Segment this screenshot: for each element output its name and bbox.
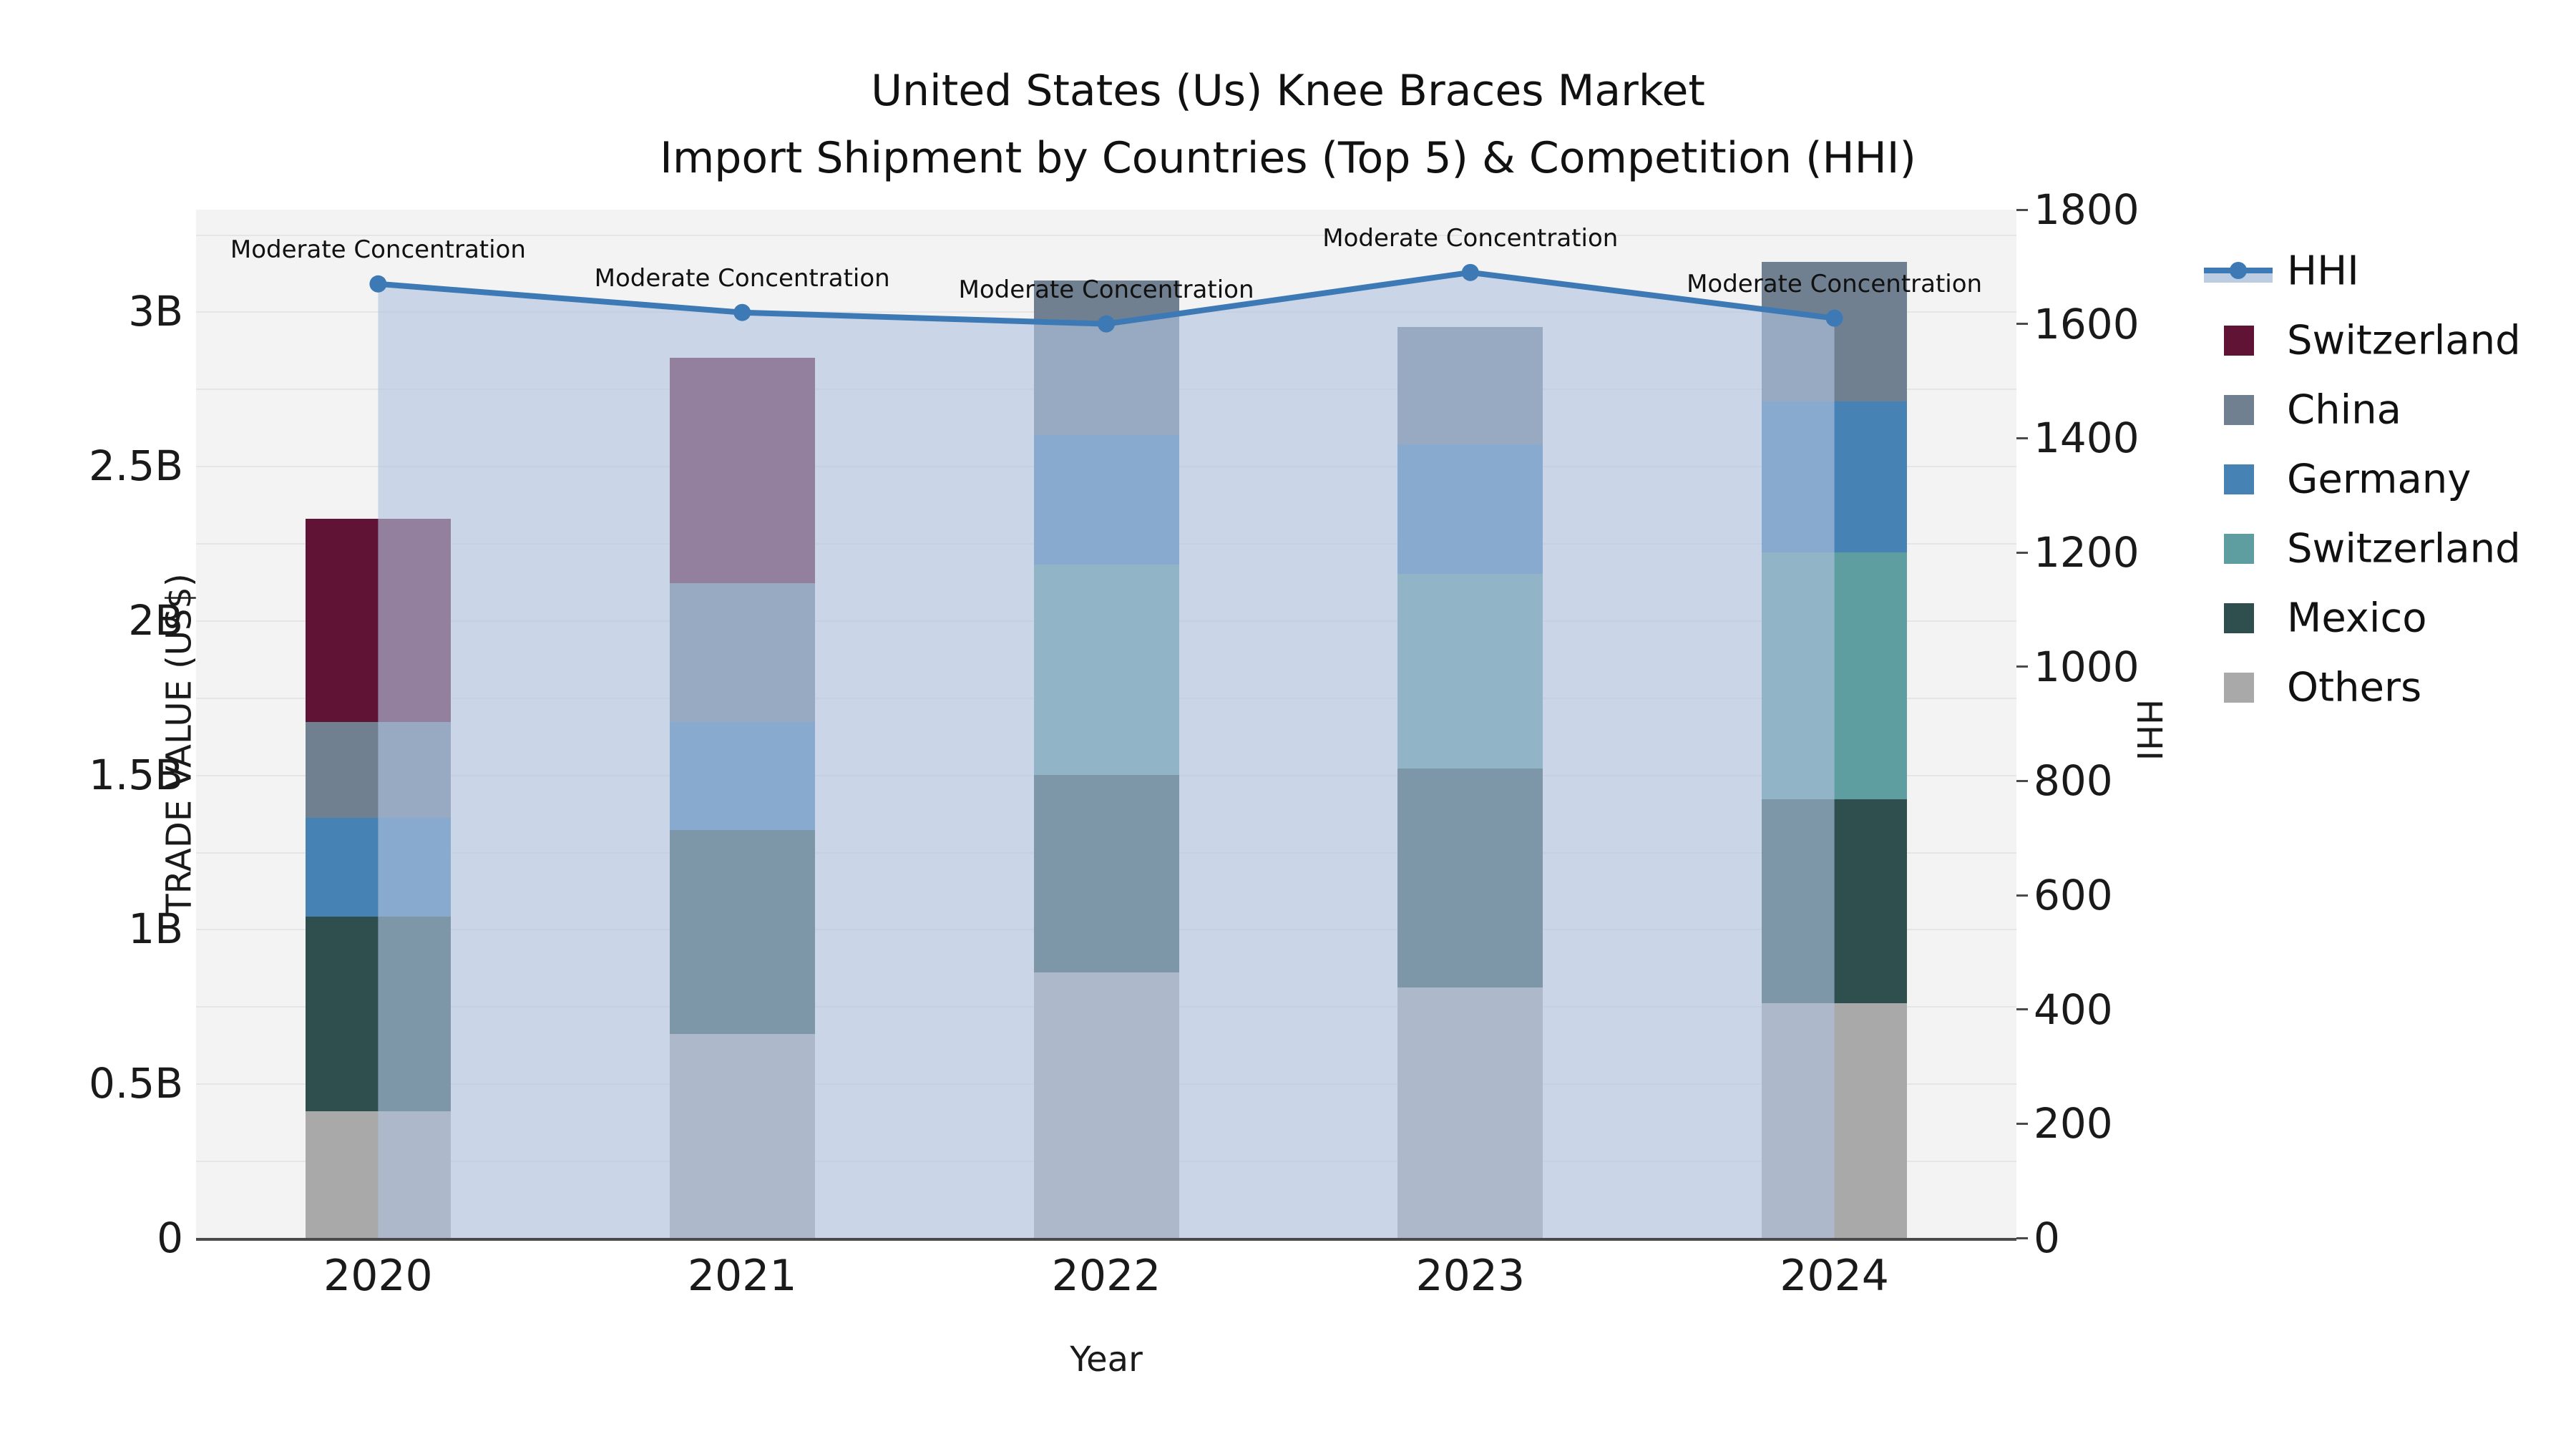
legend-swatch-icon	[2204, 444, 2275, 514]
chart-title-line1: United States (Us) Knee Braces Market	[871, 66, 1705, 116]
hhi-area-fill	[378, 272, 1835, 1238]
right-tick-mark	[2016, 551, 2028, 554]
right-axis-title: HHI	[2129, 698, 2170, 761]
right-tick-1400: 1400	[2034, 414, 2140, 463]
legend-label: Switzerland	[2287, 525, 2521, 572]
legend-color-swatch	[2224, 603, 2254, 633]
left-tick-2.5B: 2.5B	[88, 441, 183, 491]
right-tick-mark	[2016, 665, 2028, 668]
legend-label: HHI	[2287, 248, 2359, 294]
left-tick-1.5B: 1.5B	[88, 750, 183, 799]
right-tick-mark	[2016, 779, 2028, 782]
annotation-2021: Moderate Concentration	[594, 263, 890, 293]
hhi-marker-2021	[733, 303, 751, 321]
right-tick-0: 0	[2034, 1214, 2060, 1262]
left-tick-0.5B: 0.5B	[88, 1059, 183, 1108]
annotation-2024: Moderate Concentration	[1687, 269, 1983, 298]
legend-item-germany: Germany	[2204, 444, 2569, 514]
legend-label: Switzerland	[2287, 317, 2521, 364]
right-tick-mark	[2016, 894, 2028, 897]
hhi-line-icon	[2204, 236, 2275, 306]
left-tick-0: 0	[157, 1214, 183, 1262]
legend-color-swatch	[2224, 395, 2254, 425]
chart-title: United States (Us) Knee Braces Market Im…	[0, 57, 2576, 192]
gridline	[196, 234, 2016, 236]
legend-item-hhi: HHI	[2204, 236, 2569, 306]
legend-label: Others	[2287, 664, 2422, 711]
x-tick-2021: 2021	[687, 1251, 797, 1301]
x-tick-2023: 2023	[1415, 1251, 1526, 1301]
right-tick-800: 800	[2034, 756, 2113, 806]
x-tick-2024: 2024	[1780, 1251, 1889, 1301]
left-tick-2B: 2B	[128, 595, 183, 645]
legend-item-switzerland: Switzerland	[2204, 514, 2569, 583]
hhi-marker-swatch	[2230, 262, 2247, 279]
hhi-marker-2022	[1098, 315, 1115, 333]
left-axis-title: TRADE VALUE (US$)	[159, 573, 200, 915]
legend-swatch-icon	[2204, 583, 2275, 653]
right-tick-400: 400	[2034, 985, 2113, 1034]
right-tick-mark	[2016, 1008, 2028, 1011]
left-tick-1B: 1B	[128, 904, 183, 954]
plot-area	[196, 210, 2016, 1241]
legend-label: China	[2287, 386, 2401, 433]
hhi-marker-2024	[1825, 309, 1843, 327]
legend-swatch-icon	[2204, 514, 2275, 583]
hhi-line-layer	[369, 263, 1843, 1238]
right-tick-mark	[2016, 1236, 2028, 1239]
hhi-marker-2020	[369, 275, 387, 293]
right-tick-mark	[2016, 323, 2028, 326]
right-tick-1200: 1200	[2034, 528, 2140, 577]
right-tick-1800: 1800	[2034, 185, 2140, 234]
right-tick-1000: 1000	[2034, 642, 2140, 691]
right-tick-mark	[2016, 436, 2028, 439]
legend-swatch-icon	[2204, 653, 2275, 722]
legend-label: Germany	[2287, 456, 2472, 502]
annotation-2022: Moderate Concentration	[958, 275, 1254, 304]
legend-item-switzerland: Switzerland	[2204, 306, 2569, 375]
legend-swatch-icon	[2204, 306, 2275, 375]
legend-color-swatch	[2224, 464, 2254, 494]
legend-color-swatch	[2224, 673, 2254, 703]
annotation-2020: Moderate Concentration	[230, 235, 526, 264]
right-tick-600: 600	[2034, 871, 2113, 919]
right-tick-mark	[2016, 1122, 2028, 1125]
legend-label: Mexico	[2287, 595, 2427, 641]
annotation-2023: Moderate Concentration	[1322, 223, 1619, 253]
legend-item-others: Others	[2204, 653, 2569, 722]
chart-title-line2: Import Shipment by Countries (Top 5) & C…	[660, 133, 1916, 183]
left-tick-3B: 3B	[128, 287, 183, 336]
legend-color-swatch	[2224, 534, 2254, 564]
x-axis-title: Year	[1070, 1340, 1143, 1380]
hhi-marker-2023	[1461, 263, 1479, 281]
legend-item-china: China	[2204, 375, 2569, 444]
right-tick-mark	[2016, 208, 2028, 211]
x-tick-2022: 2022	[1051, 1251, 1161, 1301]
right-tick-200: 200	[2034, 1099, 2113, 1148]
legend-item-mexico: Mexico	[2204, 583, 2569, 653]
legend-swatch-icon	[2204, 375, 2275, 444]
x-tick-2020: 2020	[323, 1251, 433, 1301]
legend-color-swatch	[2224, 326, 2254, 356]
right-tick-1600: 1600	[2034, 299, 2140, 348]
